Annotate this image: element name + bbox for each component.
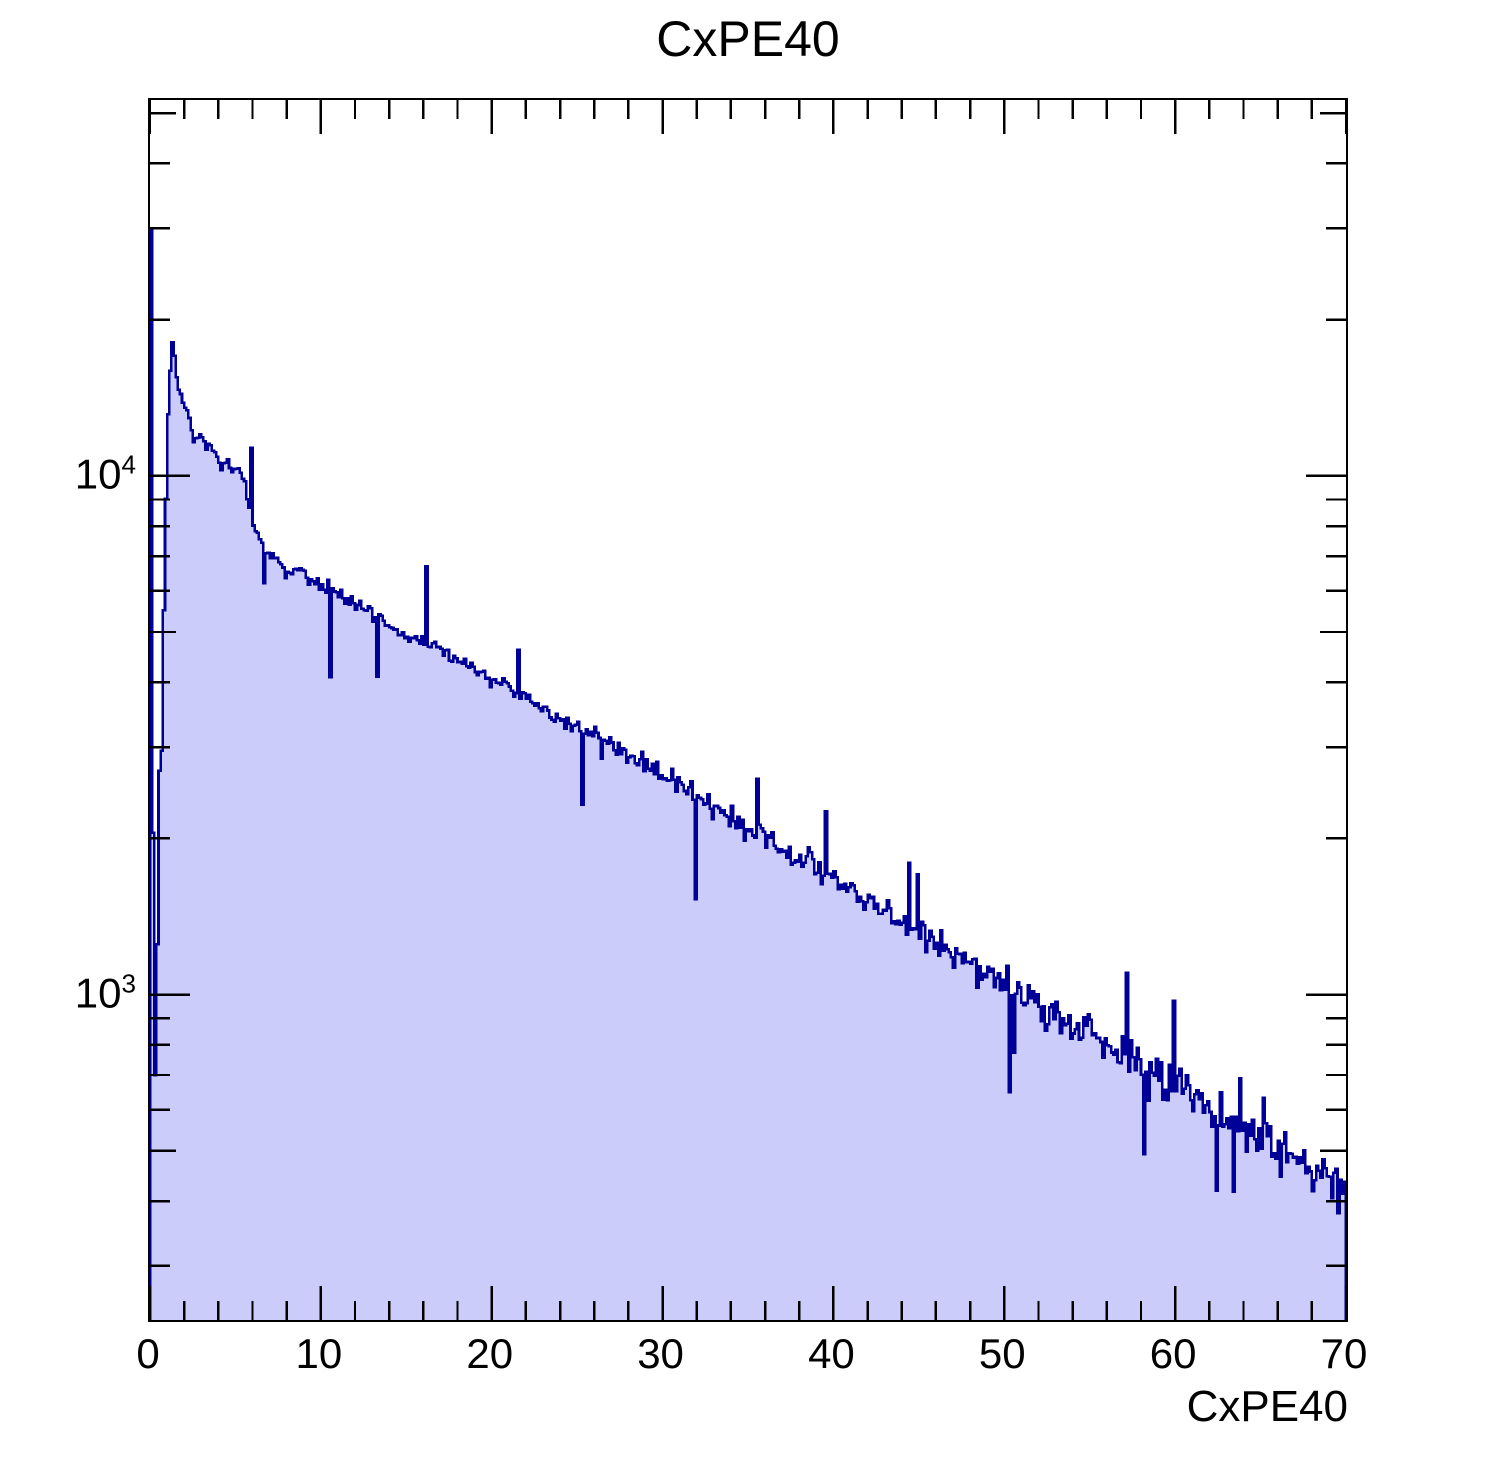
axis-ticks xyxy=(150,100,1346,1320)
plot-frame xyxy=(148,98,1348,1322)
x-tick-label: 50 xyxy=(978,1330,1026,1377)
histogram-fill xyxy=(150,228,1346,1320)
x-tick-label: 10 xyxy=(295,1330,343,1377)
page-title: CxPE40 xyxy=(656,11,840,67)
histogram-canvas xyxy=(150,100,1346,1320)
x-tick-label: 70 xyxy=(1320,1330,1368,1377)
x-tick-label: 20 xyxy=(466,1330,514,1377)
y-tick-exponent: 3 xyxy=(121,968,136,999)
x-tick-label: 30 xyxy=(637,1330,684,1377)
y-tick-label: 104 xyxy=(75,449,136,498)
y-tick-labels: 104 103 xyxy=(0,0,136,1472)
x-tick-label: 40 xyxy=(808,1330,855,1377)
histogram-series xyxy=(150,226,1346,1320)
x-axis-title: CxPE40 xyxy=(1186,1382,1348,1431)
y-tick-exponent: 4 xyxy=(121,449,136,480)
histogram-outline xyxy=(150,226,1346,1320)
y-tick-label: 103 xyxy=(75,968,136,1017)
x-tick-label: 60 xyxy=(1149,1330,1197,1377)
y-tick-mantissa: 10 xyxy=(74,450,122,498)
y-tick-mantissa: 10 xyxy=(74,969,122,1017)
x-tick-label: 0 xyxy=(136,1330,160,1377)
